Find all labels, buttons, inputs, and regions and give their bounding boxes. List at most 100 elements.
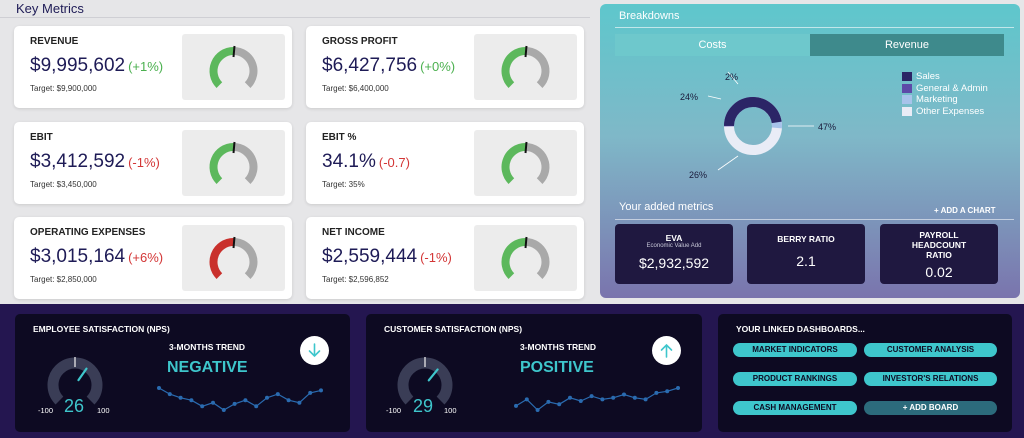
legend-item: Other Expenses bbox=[902, 106, 988, 118]
gauge-needle bbox=[232, 141, 236, 154]
trend-down-button[interactable] bbox=[300, 336, 329, 365]
leader-line bbox=[707, 95, 722, 100]
sparkline-point bbox=[600, 397, 605, 402]
sparkline-point bbox=[243, 398, 248, 403]
gauge-track bbox=[233, 143, 258, 184]
donut-label: 47% bbox=[818, 122, 837, 132]
panel-title: CUSTOMER SATISFACTION (NPS) bbox=[384, 324, 523, 334]
divider bbox=[615, 27, 1014, 28]
sparkline-point bbox=[200, 404, 205, 409]
divider bbox=[615, 219, 1014, 220]
sparkline-point bbox=[297, 400, 302, 405]
sparkline-point bbox=[265, 395, 269, 400]
metric-label: NET INCOME bbox=[322, 227, 385, 238]
nps-score: 26 bbox=[64, 396, 85, 416]
sparkline-point bbox=[319, 388, 323, 393]
gauge-track bbox=[525, 238, 550, 279]
sparkline-point bbox=[254, 404, 259, 409]
metric-gauge bbox=[474, 130, 577, 196]
metric-target: Target: 35% bbox=[322, 180, 365, 189]
donut-legend: Sales General & Admin Marketing Other Ex… bbox=[902, 71, 988, 117]
sparkline-line bbox=[515, 387, 679, 411]
metric-label: OPERATING EXPENSES bbox=[30, 227, 146, 238]
gauge-needle bbox=[232, 236, 236, 249]
metric-value: $9,995,602 (+1%) bbox=[30, 55, 164, 76]
gauge-fill bbox=[209, 238, 234, 279]
metric-gauge bbox=[474, 225, 577, 291]
sparkline-point bbox=[232, 401, 237, 406]
trend-label: 3-MONTHS TREND bbox=[520, 342, 597, 352]
arrow-down-icon bbox=[308, 343, 321, 358]
add-chart-button[interactable]: + ADD A CHART bbox=[934, 206, 996, 215]
metric-card-net-income[interactable]: NET INCOME $2,559,444 (-1%) Target: $2,59… bbox=[306, 217, 584, 299]
metric-value: $3,412,592 (-1%) bbox=[30, 151, 160, 172]
trend-sparkline bbox=[514, 386, 680, 412]
added-metric-title: BERRY RATIO bbox=[777, 234, 835, 244]
add-board-button[interactable]: + ADD BOARD bbox=[864, 401, 997, 415]
metric-label: REVENUE bbox=[30, 36, 79, 47]
metric-card-operating-expenses[interactable]: OPERATING EXPENSES $3,015,164 (+6%) Targe… bbox=[14, 217, 292, 299]
dashboard-link-investors-relations[interactable]: INVESTOR'S RELATIONS bbox=[864, 372, 997, 386]
leader-line bbox=[717, 155, 739, 171]
sparkline-point bbox=[622, 392, 626, 397]
sparkline-point bbox=[643, 397, 648, 402]
nps-gauge-needle bbox=[77, 367, 88, 382]
gauge-needle bbox=[524, 45, 528, 58]
added-metric-eva[interactable]: EVA Economic Value Add $2,932,592 bbox=[615, 224, 733, 284]
donut-slice-marketing bbox=[724, 97, 782, 155]
costs-donut-chart bbox=[707, 71, 814, 171]
gauge-min: -100 bbox=[386, 406, 402, 415]
added-metric-payroll-headcount-ratio[interactable]: PAYROLL HEADCOUNT RATIO 0.02 bbox=[880, 224, 998, 284]
metric-card-gross-profit[interactable]: GROSS PROFIT $6,427,756 (+0%) Target: $6,… bbox=[306, 26, 584, 108]
tab-revenue[interactable]: Revenue bbox=[810, 34, 1004, 56]
added-metric-title: EVA bbox=[665, 233, 683, 243]
metric-card-revenue[interactable]: REVENUE $9,995,602 (+1%) Target: $9,900,0… bbox=[14, 26, 292, 108]
sparkline-point bbox=[568, 395, 572, 400]
added-metric-subtitle: Economic Value Add bbox=[646, 243, 702, 249]
dashboard-link-market-indicators[interactable]: MARKET INDICATORS bbox=[733, 343, 857, 357]
sparkline-line bbox=[158, 387, 322, 411]
legend-item: General & Admin bbox=[902, 83, 988, 95]
dashboard-link-cash-management[interactable]: CASH MANAGEMENT bbox=[733, 401, 857, 415]
dashboard-link-customer-analysis[interactable]: CUSTOMER ANALYSIS bbox=[864, 343, 997, 357]
trend-sparkline bbox=[157, 386, 323, 412]
dashboard-link-product-rankings[interactable]: PRODUCT RANKINGS bbox=[733, 372, 857, 386]
gauge-fill bbox=[501, 143, 526, 184]
metric-gauge bbox=[182, 225, 285, 291]
metric-label: GROSS PROFIT bbox=[322, 36, 398, 47]
metric-gauge bbox=[474, 34, 577, 100]
sparkline-point bbox=[676, 386, 680, 390]
sparkline-point bbox=[211, 400, 215, 405]
key-metrics-divider bbox=[0, 17, 590, 18]
sparkline-point bbox=[514, 403, 518, 408]
metric-target: Target: $2,850,000 bbox=[30, 275, 97, 284]
legend-item: Marketing bbox=[902, 94, 988, 106]
gauge-max: 100 bbox=[97, 406, 110, 415]
added-metric-value: 0.02 bbox=[925, 264, 953, 280]
nps-gauge bbox=[397, 357, 453, 405]
tab-costs[interactable]: Costs bbox=[615, 34, 810, 56]
added-metric-berry-ratio[interactable]: BERRY RATIO 2.1 bbox=[747, 224, 865, 284]
metric-value: $2,559,444 (-1%) bbox=[322, 246, 452, 267]
sparkline-point bbox=[167, 392, 172, 397]
nps-gauge-track bbox=[397, 357, 453, 405]
donut-label: 2% bbox=[725, 72, 739, 82]
metric-label: EBIT % bbox=[322, 132, 357, 143]
metric-gauge bbox=[182, 34, 285, 100]
gauge-fill bbox=[501, 238, 526, 279]
panel-title: YOUR LINKED DASHBOARDS... bbox=[736, 324, 865, 334]
metric-target: Target: $2,596,852 bbox=[322, 275, 389, 284]
sparkline-point bbox=[589, 394, 594, 399]
sparkline-point bbox=[611, 395, 616, 400]
metric-card-ebit[interactable]: EBIT $3,412,592 (-1%) Target: $3,450,000 bbox=[14, 122, 292, 204]
breakdowns-panel: Breakdowns Costs Revenue 2% 24% 47% 26% … bbox=[600, 4, 1020, 298]
sparkline-point bbox=[654, 390, 659, 395]
customer-satisfaction-panel: CUSTOMER SATISFACTION (NPS) -100 100 29 … bbox=[366, 314, 702, 432]
gauge-track bbox=[525, 143, 550, 184]
metric-card-ebit-percent[interactable]: EBIT % 34.1% (-0.7) Target: 35% bbox=[306, 122, 584, 204]
gauge-fill bbox=[209, 47, 234, 88]
trend-up-button[interactable] bbox=[652, 336, 681, 365]
metric-value: $3,015,164 (+6%) bbox=[30, 246, 164, 267]
legend-item: Sales bbox=[902, 71, 988, 83]
trend-label: 3-MONTHS TREND bbox=[169, 342, 246, 352]
